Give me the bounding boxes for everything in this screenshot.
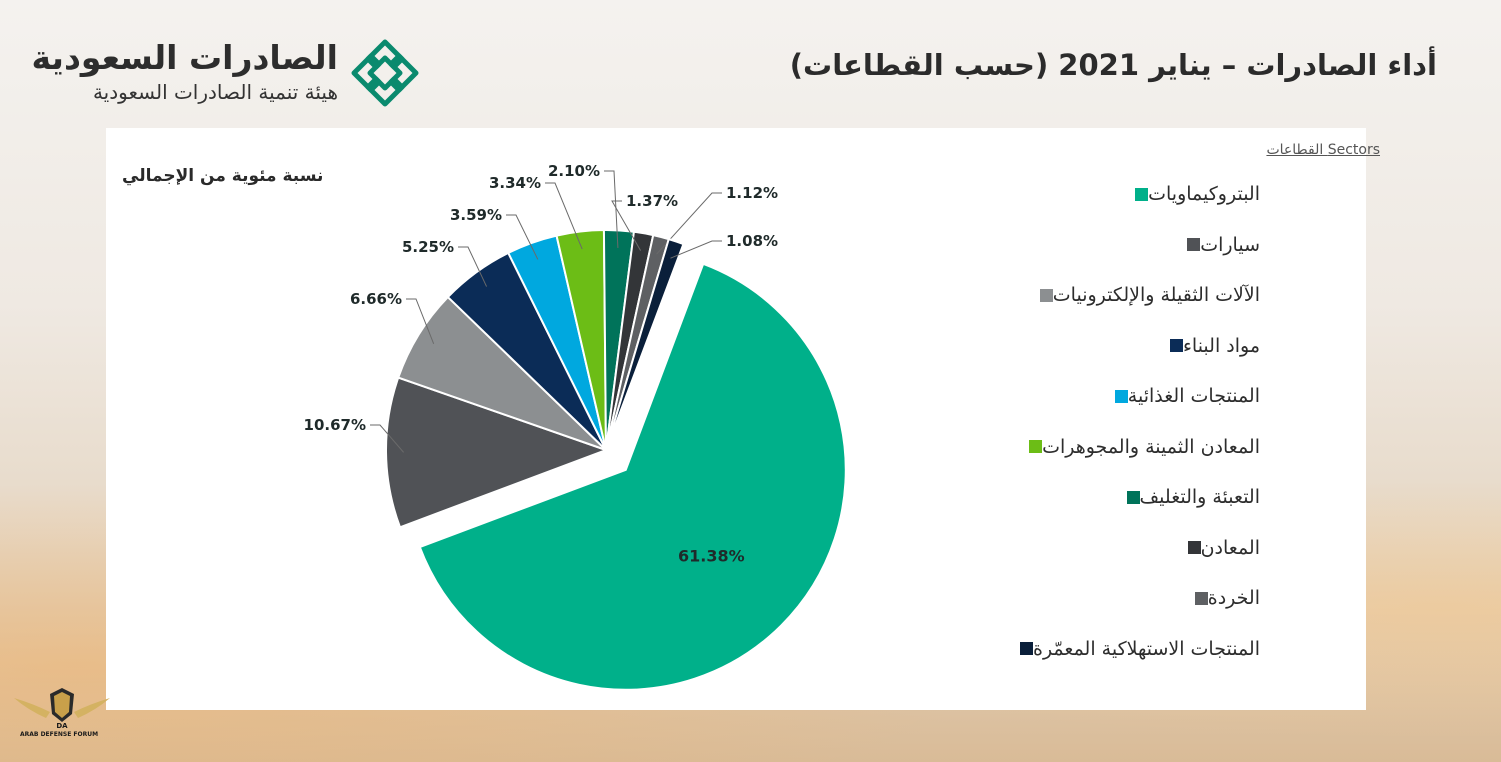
legend-item: المعادن [1178,532,1260,564]
legend-label: الآلات الثقيلة والإلكترونيات [1052,284,1260,306]
legend-label: البتروكيماويات [1148,183,1260,205]
slice-leader-line [604,170,619,248]
legend-item: المعادن الثمينة والمجوهرات [1019,431,1260,463]
watermark-text: ARAB DEFENSE FORUM [20,731,99,738]
svg-text:DA: DA [56,722,68,730]
slice-leader-line [670,240,722,259]
slice-value-label: 61.38% [678,546,745,565]
legend-item: المنتجات الغذائية [1105,380,1260,412]
legend-header: Sectors القطاعات [1266,142,1380,158]
page-title: أداء الصادرات – يناير 2021 (حسب القطاعات… [789,48,1437,82]
legend-swatch [1126,490,1140,504]
slice-value-label: 10.67% [304,416,366,434]
slice-value-label: 6.66% [350,290,402,308]
chart-legend: البتروكيماويات سيارات الآلات الثقيلة والإل… [1019,178,1350,698]
legend-label: التعبئة والتغليف [1139,486,1261,508]
legend-swatch [1187,541,1201,554]
legend-label: سيارات [1200,233,1260,256]
slice-leader-line [506,214,539,260]
legend-swatch [1029,440,1043,453]
legend-swatch [1114,389,1128,403]
forum-watermark-icon: DA [14,688,110,730]
legend-label: المنتجات الغذائية [1127,385,1260,407]
logo-mark-icon [351,39,419,107]
legend-swatch [1169,339,1183,352]
legend-swatch [1194,591,1208,605]
slice-leader-line [656,192,722,255]
legend-item: البتروكيماويات [1125,178,1260,210]
legend-item: سيارات [1177,229,1260,261]
legend-item: التعبئة والتغليف [1117,481,1261,513]
slice-leader-line [406,298,435,345]
legend-item: الخردة [1185,582,1260,614]
slice-leader-line [370,424,404,453]
legend-item: مواد البناء [1160,330,1260,362]
slice-value-label: 5.25% [402,238,454,256]
pie-slice [418,262,847,691]
slice-value-label: 2.10% [548,162,600,180]
chart-panel: نسبة مئوية من الإجمالي Sectors القطاعات … [106,128,1380,710]
legend-item: الآلات الثقيلة والإلكترونيات [1030,279,1260,311]
logo-main-text: الصادرات السعودية [31,38,338,77]
slice-leader-line [458,246,488,287]
pie-slice [385,376,609,529]
chart-title: نسبة مئوية من الإجمالي [122,166,324,186]
legend-label: الخردة [1207,587,1260,609]
legend-label: المعادن [1200,536,1260,559]
slice-value-label: 1.37% [626,192,678,210]
legend-swatch [1135,187,1149,201]
slice-value-label: 1.08% [726,232,778,250]
slice-value-label: 1.12% [726,184,778,202]
slice-leader-line [545,182,583,250]
legend-swatch [1039,288,1053,302]
slice-leader-line [611,200,642,251]
logo-sub-text: هيئة تنمية الصادرات السعودية [92,80,338,104]
legend-label: المعادن الثمينة والمجوهرات [1042,435,1260,458]
legend-label: مواد البناء [1182,334,1260,357]
slice-value-label: 3.59% [450,206,502,224]
legend-label: المنتجات الاستهلاكية المعمّرة [1032,637,1260,660]
brand-logo: الصادرات السعودية هيئة تنمية الصادرات ال… [32,38,420,108]
pie-slice [605,237,685,451]
legend-swatch [1187,238,1201,251]
pie-chart: 61.38% 10.67% 6.66% 5.25% 3.59% 3.34% 2.10% 1.3… [304,162,847,691]
legend-swatch [1019,642,1033,655]
slice-value-label: 3.34% [489,174,541,192]
legend-item: المنتجات الاستهلاكية المعمّرة [1010,633,1260,665]
